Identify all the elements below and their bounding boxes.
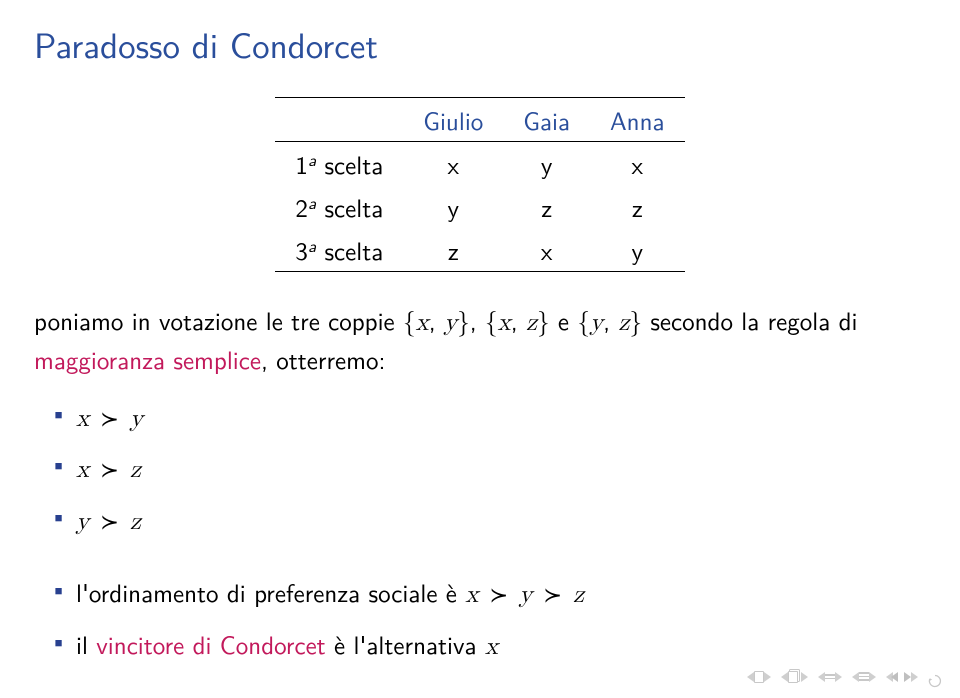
table-cell: z [590,185,685,228]
nav-forward-icon [911,672,918,682]
slide: Paradosso di Condorcet Giulio Gaia Anna … [0,0,960,698]
nav-prev-icon [747,672,754,682]
preference-table: Giulio Gaia Anna 1a sceltaxyx2a sceltayz… [275,97,684,272]
text: secondo la regola di [642,301,857,338]
table-cell: z [503,185,590,228]
text: poniamo in votazione le tre coppie [34,301,403,338]
nav-frame-icon [788,671,798,683]
nav-slide-prev-next[interactable] [747,671,771,683]
nav-section-prev-next[interactable] [818,672,842,682]
col-header: Anna [590,98,685,142]
nav-forward-icon [904,672,911,682]
list-item: x ≻ z [34,443,926,495]
list-item: il vincitore di Condorcet è l'alternativ… [34,620,926,671]
set-elem: y [590,310,603,335]
table-cell: y [590,228,685,272]
intro-paragraph: poniamo in votazione le tre coppie {x, y… [34,302,926,378]
col-header: Giulio [403,98,503,142]
table-cell: z [403,228,503,272]
list-item: l'ordinamento di preferenza sociale è x … [34,568,926,620]
nav-subsection-icon [859,672,869,680]
table-cell: x [590,142,685,186]
nav-next-icon [801,672,808,682]
nav-next-icon [835,672,842,682]
table-cell: x [403,142,503,186]
nav-back-icon [891,672,898,682]
conclusion-list: l'ordinamento di preferenza sociale è x … [34,568,926,670]
nav-circular-icon[interactable] [928,670,942,684]
table-row: 1a sceltaxyx [275,142,684,186]
list-item: y ≻ z [34,495,926,547]
accent-phrase: maggioranza semplice [34,340,261,377]
list-item: x ≻ y [34,392,926,444]
table-header-row: Giulio Gaia Anna [275,98,684,142]
set-elem: x [416,310,429,335]
nav-slide-icon [754,671,764,683]
nav-section-icon [825,674,835,679]
text: e [550,301,578,338]
table-cell: y [503,142,590,186]
set-elem: y [444,310,457,335]
table-cell: y [403,185,503,228]
nav-prev-icon [818,672,825,682]
nav-next-icon [869,672,876,682]
table-cell: x [503,228,590,272]
set-elem: z [526,310,537,335]
row-label: 2a scelta [275,185,403,228]
table-row: 2a sceltayzz [275,185,684,228]
nav-prev-icon [852,672,859,682]
preference-table-wrap: Giulio Gaia Anna 1a sceltaxyx2a sceltayz… [34,97,926,272]
nav-back-forward[interactable] [886,665,918,688]
table-row: 3a sceltazxy [275,228,684,272]
slide-title: Paradosso di Condorcet [34,18,926,69]
col-header: Gaia [503,98,590,142]
row-label: 1a scelta [275,142,403,186]
nav-next-icon [764,672,771,682]
nav-subsection-prev-next[interactable] [852,672,876,682]
nav-frame-prev-next[interactable] [781,671,808,683]
text: , [470,301,485,338]
pairwise-list: x ≻ yx ≻ zy ≻ z [34,392,926,547]
set-elem: x [498,310,511,335]
beamer-nav-bar [747,665,942,688]
nav-prev-icon [781,672,788,682]
text: , otterremo: [261,340,385,377]
set-elem: z [618,310,629,335]
row-label: 3a scelta [275,228,403,272]
